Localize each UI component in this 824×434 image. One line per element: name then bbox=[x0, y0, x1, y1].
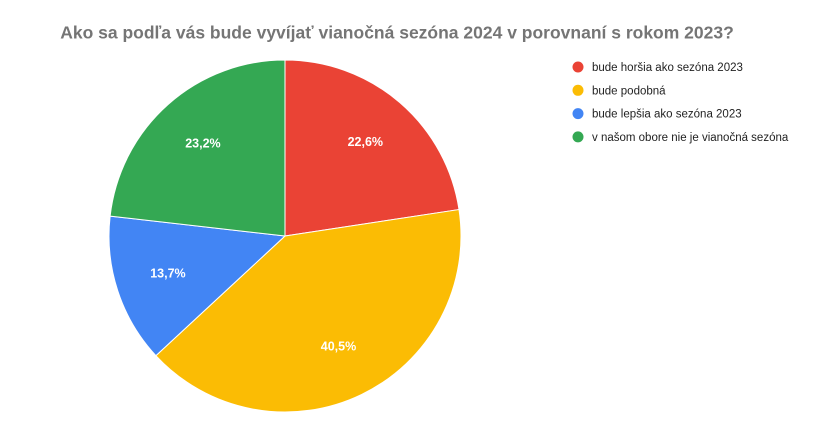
chart-title: Ako sa podľa vás bude vyvíjať vianočná s… bbox=[60, 23, 734, 43]
pie-slice bbox=[284, 59, 460, 237]
pie-slice bbox=[155, 208, 462, 413]
legend-marker bbox=[572, 61, 584, 73]
legend-label: bude podobná bbox=[592, 85, 666, 97]
slice-label: 13,7% bbox=[150, 267, 185, 281]
slice-label: 22,6% bbox=[348, 135, 383, 149]
legend-label: bude horšia ako sezóna 2023 bbox=[592, 62, 743, 74]
legend-marker bbox=[572, 84, 584, 96]
slice-label: 23,2% bbox=[185, 136, 220, 150]
slice-label: 40,5% bbox=[321, 339, 356, 353]
pie-slice bbox=[109, 59, 286, 237]
legend-label: bude lepšia ako sezóna 2023 bbox=[592, 109, 742, 121]
legend-marker bbox=[572, 108, 584, 120]
legend-label: v našom obore nie je vianočná sezóna bbox=[592, 132, 789, 144]
legend-marker bbox=[572, 131, 584, 143]
pie-slice bbox=[108, 215, 287, 357]
